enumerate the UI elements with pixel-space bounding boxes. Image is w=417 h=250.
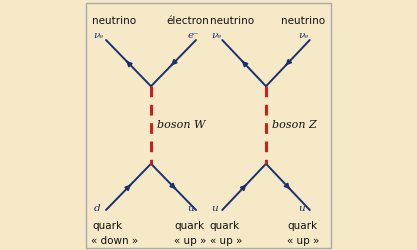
Text: « up »: « up » (210, 236, 242, 246)
Text: νₑ: νₑ (93, 31, 104, 40)
Text: électron: électron (166, 16, 209, 26)
Text: e⁻: e⁻ (187, 31, 199, 40)
Text: quark: quark (92, 221, 122, 231)
Text: neutrino: neutrino (92, 16, 136, 26)
Text: « up »: « up » (287, 236, 319, 246)
Text: « down »: « down » (91, 236, 138, 246)
Text: boson W: boson W (157, 120, 206, 130)
Text: quark: quark (175, 221, 205, 231)
Text: u: u (211, 204, 218, 213)
Text: u: u (187, 204, 194, 213)
Text: u: u (299, 204, 305, 213)
Text: neutrino: neutrino (210, 16, 254, 26)
Text: νₑ: νₑ (299, 31, 309, 40)
Text: d: d (93, 204, 100, 213)
Text: νₑ: νₑ (211, 31, 221, 40)
Text: quark: quark (287, 221, 317, 231)
Text: neutrino: neutrino (281, 16, 325, 26)
Text: boson Z: boson Z (272, 120, 317, 130)
Text: « up »: « up » (173, 236, 206, 246)
Text: quark: quark (210, 221, 240, 231)
